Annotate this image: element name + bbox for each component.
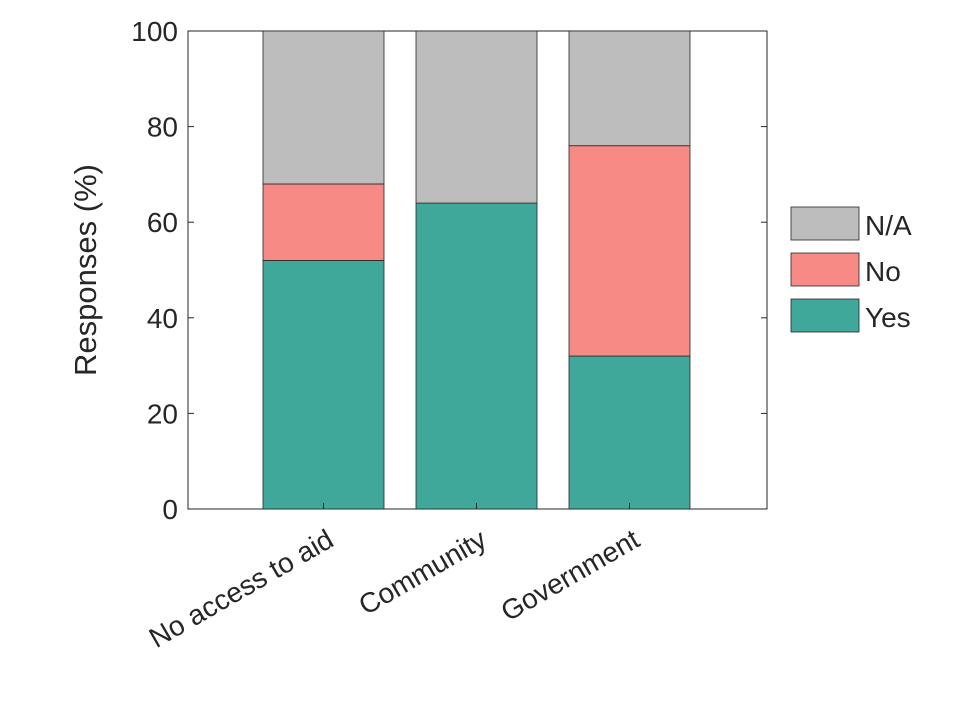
bar-segment-na — [568, 30, 691, 147]
y-tick-label: 100 — [131, 16, 178, 47]
bar-segment-yes — [568, 355, 691, 510]
y-tick-label: 20 — [147, 398, 178, 429]
x-tick-label: Government — [496, 523, 645, 627]
legend-label: No — [865, 256, 901, 287]
bar-segment-no — [568, 145, 691, 357]
y-tick-label: 60 — [147, 207, 178, 238]
y-tick-label: 0 — [162, 494, 178, 525]
bar-segment-na — [415, 30, 538, 204]
legend-swatch-yes — [790, 298, 860, 333]
y-tick-label: 80 — [147, 112, 178, 143]
bar-segment-yes — [415, 202, 538, 510]
bar-segment-no — [262, 183, 385, 261]
bar-segment-yes — [262, 260, 385, 510]
legend-swatch-na — [790, 206, 860, 241]
x-tick-label: Community — [353, 523, 491, 621]
x-tick-label: No access to aid — [144, 523, 339, 653]
legend-label: N/A — [865, 210, 912, 241]
legend-swatch-no — [790, 252, 860, 287]
legend-label: Yes — [865, 302, 911, 333]
bar-segment-na — [262, 30, 385, 185]
y-axis-label: Responses (%) — [68, 164, 103, 376]
y-tick-label: 40 — [147, 303, 178, 334]
